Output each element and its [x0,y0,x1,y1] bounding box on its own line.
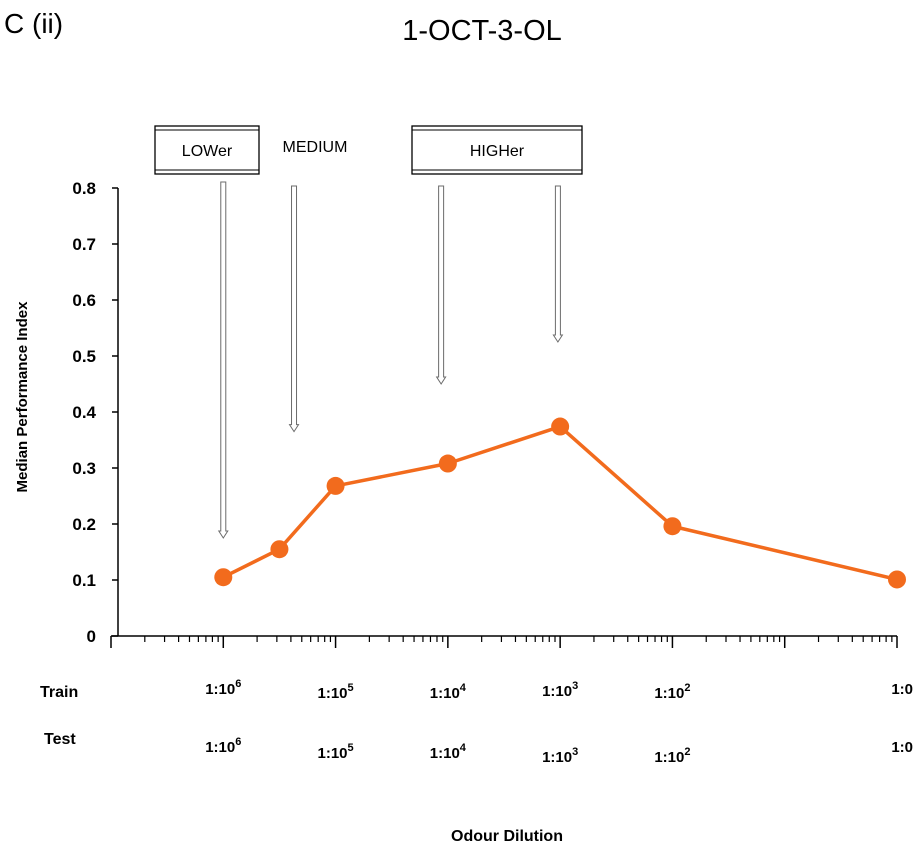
y-tick-label: 0.5 [72,347,96,366]
train-dilution-label: 1:0 [891,681,913,698]
test-dilution-label: 1:106 [205,736,241,756]
train-dilution-label: 1:106 [205,678,241,698]
chart-title: 1-OCT-3-OL [402,15,562,47]
y-tick-label: 0.7 [72,235,96,254]
annotation-box-label: HIGHer [470,143,525,160]
data-point [551,417,570,436]
train-dilution-label: 1:105 [317,682,353,702]
annotation-box [411,125,583,175]
test-dilution-label: 1:102 [654,746,690,766]
data-point [663,517,682,536]
series-layer [214,417,906,589]
y-tick-label: 0.2 [72,515,96,534]
data-point [326,476,345,495]
x-axis-label: Odour Dilution [451,828,563,845]
y-tick-label: 0.1 [72,571,96,590]
annotation-layer: LOWer MEDIUM HIGHer [154,125,583,539]
test-dilution-label: 1:103 [542,746,578,766]
y-tick-label: 0.6 [72,291,96,310]
dilution-labels: 1:106 1:105 1:104 1:103 1:102 1:0 1:106 1:105 1:… [205,678,913,766]
data-point [438,454,457,473]
y-tick-label: 0.3 [72,459,96,478]
annotation-arrow [435,185,447,385]
panel-label: C (ii) [4,8,63,39]
annotation-arrow [217,181,229,539]
data-point [888,570,906,589]
annotation-arrow [552,185,564,343]
train-dilution-label: 1:103 [542,680,578,700]
series-line [222,424,898,582]
axes: 0 0.1 0.2 0.3 0.4 0.5 0.6 0.7 0.8 [72,179,898,648]
annotation-box [154,125,260,175]
train-dilution-label: 1:102 [654,682,690,702]
train-dilution-label: 1:104 [430,682,467,702]
y-tick-label: 0.8 [72,179,96,198]
test-dilution-label: 1:104 [430,742,467,762]
data-point [214,568,233,587]
data-point [270,540,289,559]
y-axis-label: Median Performance Index [14,301,31,493]
annotation-arrow [288,185,300,433]
annotation-box-label: LOWer [182,143,233,160]
test-row-label: Test [44,731,76,748]
train-row-label: Train [40,684,78,701]
annotation-box-label: MEDIUM [283,139,348,156]
test-dilution-label: 1:105 [317,742,353,762]
test-dilution-label: 1:0 [891,739,913,756]
y-tick-label: 0 [87,627,96,646]
y-tick-label: 0.4 [72,403,96,422]
